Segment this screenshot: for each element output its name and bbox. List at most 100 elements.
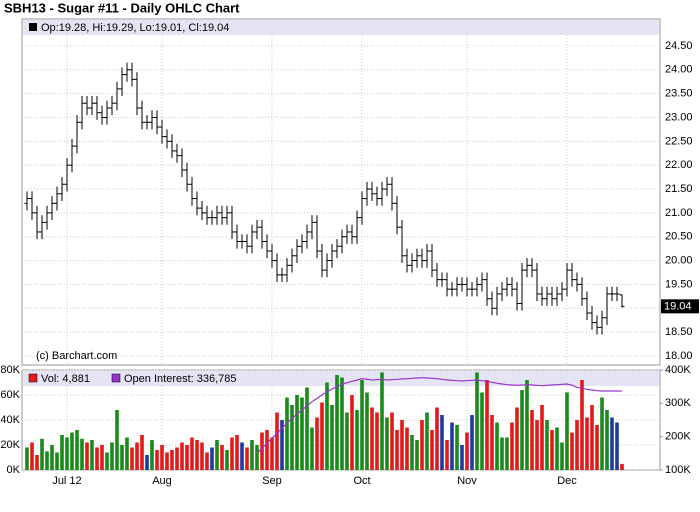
volume-bar (245, 447, 249, 470)
volume-bar (95, 447, 99, 470)
volume-bar (605, 410, 609, 470)
volume-bar (85, 442, 89, 470)
volume-bar (35, 455, 39, 470)
volume-bar (420, 420, 424, 470)
volume-bar (570, 432, 574, 470)
volume-bar (530, 410, 534, 470)
y-tick-label: 18.50 (665, 326, 693, 338)
y-tick-label: 23.00 (665, 111, 693, 123)
volume-bar (325, 382, 329, 470)
volume-bar (585, 417, 589, 470)
last-price-label: 19.04 (664, 300, 692, 312)
legend-swatch (29, 23, 37, 31)
volume-bar (335, 375, 339, 470)
volume-bar (175, 447, 179, 470)
volume-bar (595, 425, 599, 470)
volume-bar (330, 405, 334, 470)
volume-bar (515, 407, 519, 470)
volume-bar (130, 447, 134, 470)
volume-bar (285, 397, 289, 470)
volume-bar (430, 430, 434, 470)
ohlc-legend: Op:19.28, Hi:19.29, Lo:19.01, Cl:19.04 (41, 22, 229, 34)
volume-bar (600, 397, 604, 470)
volume-bar (495, 422, 499, 470)
volume-bar (135, 442, 139, 470)
volume-bar (620, 463, 624, 470)
y-tick-label: 22.00 (665, 159, 693, 171)
volume-bar (45, 451, 49, 470)
volume-bar (140, 435, 144, 470)
volume-bar (315, 417, 319, 470)
volume-bar (510, 422, 514, 470)
volume-bar (120, 445, 124, 470)
volume-bar (280, 420, 284, 470)
volume-bar (90, 440, 94, 470)
volume-bar (370, 407, 374, 470)
y-tick-label: 18.00 (665, 350, 693, 362)
volume-bar (70, 432, 74, 470)
volume-bar (520, 390, 524, 470)
volume-bar (225, 450, 229, 470)
volume-bar (410, 435, 414, 470)
volume-bar (105, 452, 109, 470)
volume-bar (155, 450, 159, 470)
volume-bar (125, 437, 129, 470)
volume-bar (345, 412, 349, 470)
y-tick-label: 20.00 (665, 254, 693, 266)
volume-bar (375, 412, 379, 470)
volume-bar (275, 412, 279, 470)
volume-bar (395, 430, 399, 470)
y-tick-label: 40K (0, 414, 20, 426)
volume-bar (260, 432, 264, 470)
volume-bar (470, 415, 474, 470)
volume-bar (615, 422, 619, 470)
volume-bar (55, 452, 59, 470)
volume-bar (480, 392, 484, 470)
volume-bar (445, 440, 449, 470)
y2-tick-label: 100K (665, 464, 691, 476)
volume-bar (290, 405, 294, 470)
legend-swatch (111, 373, 121, 383)
volume-bar (65, 437, 69, 470)
volume-bar (545, 420, 549, 470)
volume-bar (440, 415, 444, 470)
x-tick-label: Aug (152, 475, 172, 487)
volume-bar (320, 402, 324, 470)
volume-bar (550, 430, 554, 470)
volume-bar (580, 380, 584, 470)
volume-bar (185, 445, 189, 470)
volume-bar (350, 395, 354, 470)
volume-bar (50, 445, 54, 470)
volume-bar (565, 392, 569, 470)
volume-bar (405, 427, 409, 470)
volume-bar (450, 422, 454, 470)
volume-bar (590, 405, 594, 470)
x-tick-label: Oct (353, 475, 370, 487)
volume-bar (215, 440, 219, 470)
volume-bar (165, 452, 169, 470)
volume-bar (265, 430, 269, 470)
volume-bar (190, 437, 194, 470)
y-tick-label: 21.00 (665, 207, 693, 219)
volume-bar (250, 440, 254, 470)
volume-bar (455, 425, 459, 470)
x-tick-label: Sep (262, 475, 282, 487)
volume-bar (540, 405, 544, 470)
volume-bar (460, 445, 464, 470)
volume-bar (475, 372, 479, 470)
volume-bar (200, 442, 204, 470)
volume-bar (145, 455, 149, 470)
x-tick-label: Dec (557, 475, 577, 487)
legend-entry: Vol: 4,881 (41, 373, 90, 385)
volume-bar (300, 397, 304, 470)
volume-bar (40, 438, 44, 470)
y2-tick-label: 200K (665, 431, 691, 443)
price-panel (21, 18, 661, 366)
y-tick-label: 24.00 (665, 64, 693, 76)
volume-bar (180, 442, 184, 470)
volume-bar (60, 435, 64, 470)
last-price-box (661, 299, 699, 314)
y-tick-label: 21.50 (665, 183, 693, 195)
volume-bar (485, 380, 489, 470)
